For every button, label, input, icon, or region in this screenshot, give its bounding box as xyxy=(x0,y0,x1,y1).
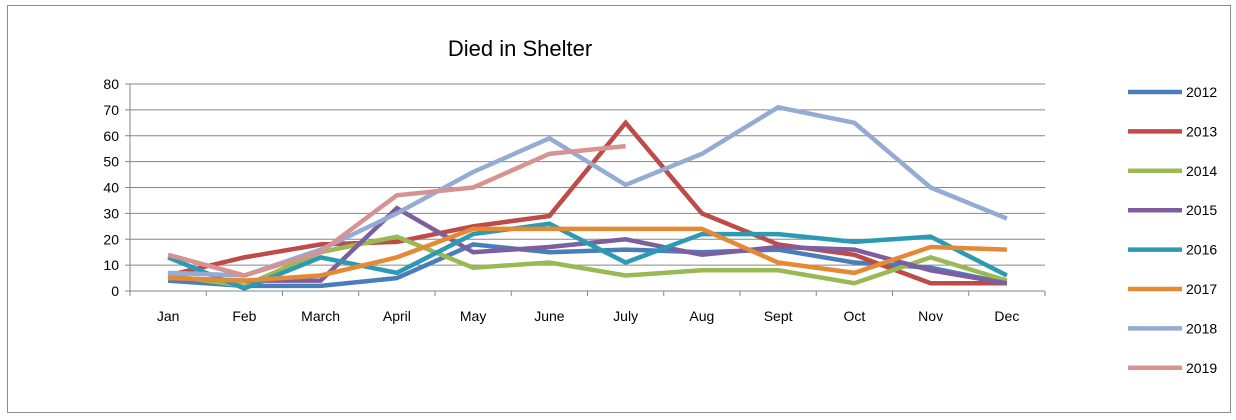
legend-label-2018: 2018 xyxy=(1186,320,1217,336)
legend-label-2013: 2013 xyxy=(1186,123,1217,139)
series-line-2019 xyxy=(167,143,626,278)
series-line-2017 xyxy=(168,226,1007,283)
chart-title: Died in Shelter xyxy=(448,36,592,61)
x-tick-label: Nov xyxy=(918,308,943,324)
series-lines xyxy=(167,104,1008,291)
x-tick-label: April xyxy=(383,308,411,324)
x-tick-label: Oct xyxy=(843,308,865,324)
y-tick-label: 60 xyxy=(103,128,119,144)
x-tick-label: Aug xyxy=(689,308,714,324)
x-tick-label: Sept xyxy=(764,308,793,324)
y-tick-label: 30 xyxy=(103,205,119,221)
legend-label-2015: 2015 xyxy=(1186,202,1217,218)
x-tick-label: May xyxy=(460,308,486,324)
x-tick-label: Feb xyxy=(232,308,256,324)
x-tick-label: Dec xyxy=(994,308,1019,324)
y-tick-label: 50 xyxy=(103,154,119,170)
x-tick-label: Jan xyxy=(157,308,180,324)
series-line-2013 xyxy=(167,119,1007,286)
series-line-2012 xyxy=(167,242,1008,289)
legend-label-2012: 2012 xyxy=(1186,84,1217,100)
chart-frame xyxy=(7,5,1231,413)
x-tick-label: June xyxy=(534,308,565,324)
y-tick-label: 10 xyxy=(103,257,119,273)
x-tick-label: July xyxy=(613,308,638,324)
legend-label-2019: 2019 xyxy=(1186,360,1217,376)
y-tick-label: 0 xyxy=(111,283,119,299)
y-tick-label: 20 xyxy=(103,231,119,247)
legend-label-2017: 2017 xyxy=(1186,281,1217,297)
legend: 2012 2013 2014 2015 2016 2017 2018 2019 xyxy=(1128,84,1217,376)
y-axis-ticks: 0 10 20 30 40 50 60 70 80 xyxy=(103,76,130,299)
x-axis-ticks: Jan Feb March April May June July Aug Sept Oct Nov… xyxy=(129,291,1046,324)
x-tick-label: March xyxy=(301,308,340,324)
legend-label-2014: 2014 xyxy=(1186,163,1217,179)
legend-label-2016: 2016 xyxy=(1186,242,1217,258)
y-tick-label: 70 xyxy=(103,102,119,118)
y-tick-label: 80 xyxy=(103,76,119,92)
y-tick-label: 40 xyxy=(103,180,119,196)
series-line-2016 xyxy=(167,221,1008,291)
